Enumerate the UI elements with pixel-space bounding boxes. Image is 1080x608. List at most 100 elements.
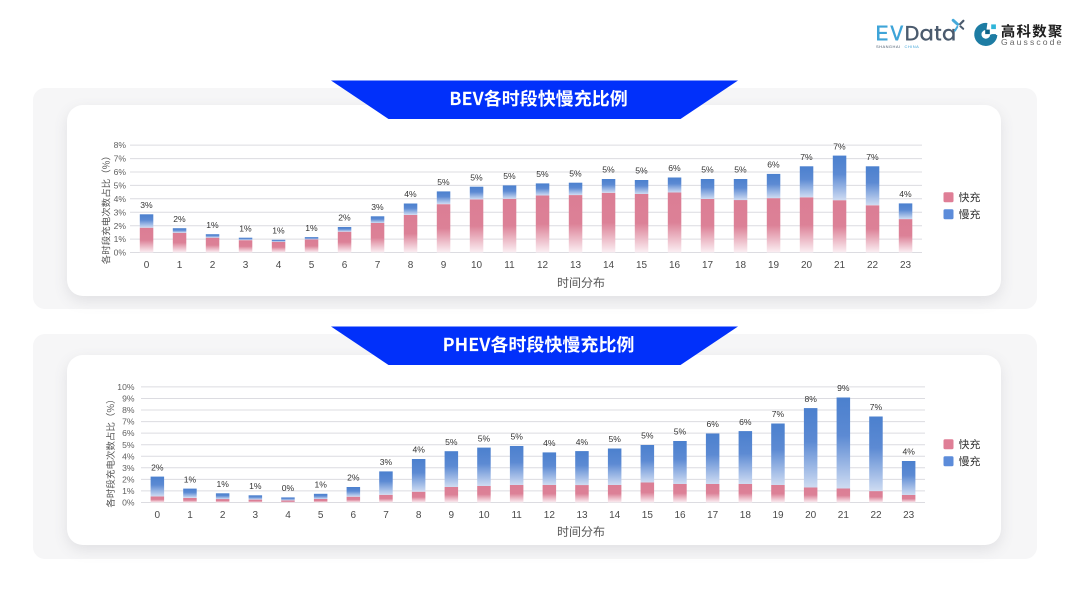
svg-text:7%: 7% bbox=[114, 154, 127, 164]
svg-text:8%: 8% bbox=[114, 140, 127, 150]
svg-text:5%: 5% bbox=[635, 166, 648, 176]
svg-text:5%: 5% bbox=[734, 165, 747, 175]
svg-text:1%: 1% bbox=[249, 481, 262, 491]
svg-text:21: 21 bbox=[834, 260, 846, 271]
svg-text:14: 14 bbox=[603, 260, 615, 271]
svg-text:2%: 2% bbox=[338, 213, 351, 223]
svg-text:3%: 3% bbox=[122, 463, 135, 473]
svg-text:5%: 5% bbox=[445, 437, 458, 447]
svg-text:5%: 5% bbox=[674, 427, 687, 437]
svg-text:3: 3 bbox=[253, 510, 259, 521]
svg-text:1: 1 bbox=[187, 510, 193, 521]
svg-text:5%: 5% bbox=[608, 434, 621, 444]
svg-text:8%: 8% bbox=[122, 405, 135, 415]
svg-text:9: 9 bbox=[441, 260, 447, 271]
svg-text:0%: 0% bbox=[114, 248, 127, 258]
svg-text:5%: 5% bbox=[641, 431, 654, 441]
svg-text:1%: 1% bbox=[239, 223, 252, 233]
svg-text:15: 15 bbox=[642, 510, 654, 521]
svg-text:11: 11 bbox=[511, 510, 522, 521]
svg-text:12: 12 bbox=[544, 510, 556, 521]
svg-text:3%: 3% bbox=[380, 457, 393, 467]
svg-text:5%: 5% bbox=[510, 432, 523, 442]
svg-text:5%: 5% bbox=[569, 168, 582, 178]
svg-text:2: 2 bbox=[210, 260, 216, 271]
svg-text:2%: 2% bbox=[347, 473, 360, 483]
svg-text:4%: 4% bbox=[543, 438, 556, 448]
svg-text:1%: 1% bbox=[272, 225, 285, 235]
svg-text:0%: 0% bbox=[282, 483, 295, 493]
svg-text:Gausscode: Gausscode bbox=[1001, 37, 1063, 47]
svg-text:1%: 1% bbox=[114, 234, 127, 244]
svg-text:6%: 6% bbox=[739, 417, 752, 427]
svg-text:10%: 10% bbox=[117, 382, 135, 392]
svg-text:5: 5 bbox=[309, 260, 315, 271]
svg-text:7: 7 bbox=[383, 510, 389, 521]
svg-text:SHANGHAI: SHANGHAI bbox=[876, 44, 901, 49]
svg-text:4: 4 bbox=[276, 260, 282, 271]
svg-text:23: 23 bbox=[900, 260, 912, 271]
svg-text:19: 19 bbox=[772, 510, 784, 521]
svg-text:3%: 3% bbox=[371, 202, 384, 212]
svg-text:0: 0 bbox=[144, 260, 150, 271]
svg-text:7%: 7% bbox=[833, 141, 846, 151]
svg-text:0%: 0% bbox=[122, 498, 135, 508]
svg-text:5%: 5% bbox=[478, 433, 491, 443]
svg-text:1%: 1% bbox=[122, 486, 135, 496]
svg-text:4%: 4% bbox=[899, 189, 912, 199]
svg-text:9%: 9% bbox=[122, 394, 135, 404]
svg-text:11: 11 bbox=[504, 260, 515, 271]
svg-text:1%: 1% bbox=[184, 474, 197, 484]
svg-text:4%: 4% bbox=[902, 447, 915, 457]
svg-text:6%: 6% bbox=[114, 167, 127, 177]
svg-text:16: 16 bbox=[674, 510, 686, 521]
svg-text:8: 8 bbox=[416, 510, 422, 521]
svg-text:2: 2 bbox=[220, 510, 226, 521]
svg-text:22: 22 bbox=[870, 510, 882, 521]
svg-text:19: 19 bbox=[768, 260, 780, 271]
svg-text:2%: 2% bbox=[173, 214, 186, 224]
svg-text:2%: 2% bbox=[151, 462, 164, 472]
svg-text:18: 18 bbox=[735, 260, 747, 271]
svg-text:10: 10 bbox=[478, 510, 490, 521]
svg-text:7%: 7% bbox=[870, 402, 883, 412]
svg-text:1: 1 bbox=[177, 260, 183, 271]
svg-text:6: 6 bbox=[342, 260, 348, 271]
svg-text:7: 7 bbox=[375, 260, 381, 271]
svg-text:7%: 7% bbox=[800, 152, 813, 162]
svg-text:8%: 8% bbox=[804, 394, 817, 404]
svg-text:0: 0 bbox=[155, 510, 161, 521]
svg-text:23: 23 bbox=[903, 510, 915, 521]
svg-text:4%: 4% bbox=[412, 445, 425, 455]
svg-text:18: 18 bbox=[740, 510, 752, 521]
svg-text:CHINA: CHINA bbox=[905, 44, 920, 49]
svg-text:5%: 5% bbox=[470, 172, 483, 182]
svg-text:4: 4 bbox=[285, 510, 291, 521]
svg-text:17: 17 bbox=[702, 260, 714, 271]
svg-text:5%: 5% bbox=[437, 177, 450, 187]
svg-text:5%: 5% bbox=[602, 165, 615, 175]
svg-text:1%: 1% bbox=[216, 479, 229, 489]
svg-text:7%: 7% bbox=[866, 152, 879, 162]
svg-text:7%: 7% bbox=[772, 409, 785, 419]
svg-text:12: 12 bbox=[537, 260, 549, 271]
svg-text:8: 8 bbox=[408, 260, 414, 271]
svg-text:6%: 6% bbox=[767, 160, 780, 170]
svg-text:3%: 3% bbox=[140, 200, 153, 210]
svg-text:6: 6 bbox=[351, 510, 357, 521]
svg-text:7%: 7% bbox=[122, 417, 135, 427]
svg-text:5%: 5% bbox=[536, 169, 549, 179]
svg-text:15: 15 bbox=[636, 260, 648, 271]
svg-text:1%: 1% bbox=[305, 223, 318, 233]
svg-text:21: 21 bbox=[838, 510, 850, 521]
svg-text:5: 5 bbox=[318, 510, 324, 521]
svg-text:1%: 1% bbox=[314, 480, 327, 490]
svg-text:2%: 2% bbox=[114, 221, 127, 231]
svg-text:17: 17 bbox=[707, 510, 719, 521]
svg-text:5%: 5% bbox=[701, 165, 714, 175]
svg-text:3: 3 bbox=[243, 260, 249, 271]
svg-text:4%: 4% bbox=[114, 194, 127, 204]
svg-text:13: 13 bbox=[570, 260, 582, 271]
svg-text:6%: 6% bbox=[668, 163, 681, 173]
svg-text:3%: 3% bbox=[114, 207, 127, 217]
